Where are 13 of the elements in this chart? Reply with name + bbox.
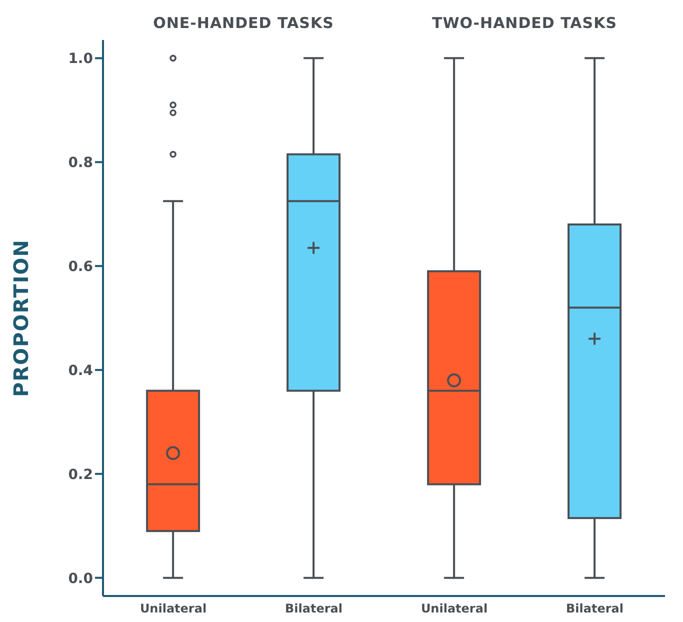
y-tick-label: 0.6	[68, 259, 93, 276]
text: TWO-HANDED TASKS	[430, 14, 618, 32]
x-tick-label: Unilateral	[420, 602, 488, 616]
y-tick-label: 0.8	[68, 155, 93, 172]
text: ONE-HANDED TASKS	[152, 14, 335, 32]
y-tick-label: 1.0	[68, 51, 94, 68]
y-axis-title: PROPORTION	[9, 238, 34, 398]
y-tick-label: 0.0	[68, 570, 94, 587]
x-tick-label: Unilateral	[140, 602, 207, 616]
x-tick-label: Bilateral	[566, 602, 624, 616]
y-tick-label: 0.2	[68, 466, 93, 483]
x-tick-label: Bilateral	[285, 602, 342, 616]
y-tick-label: 0.4	[68, 362, 94, 379]
